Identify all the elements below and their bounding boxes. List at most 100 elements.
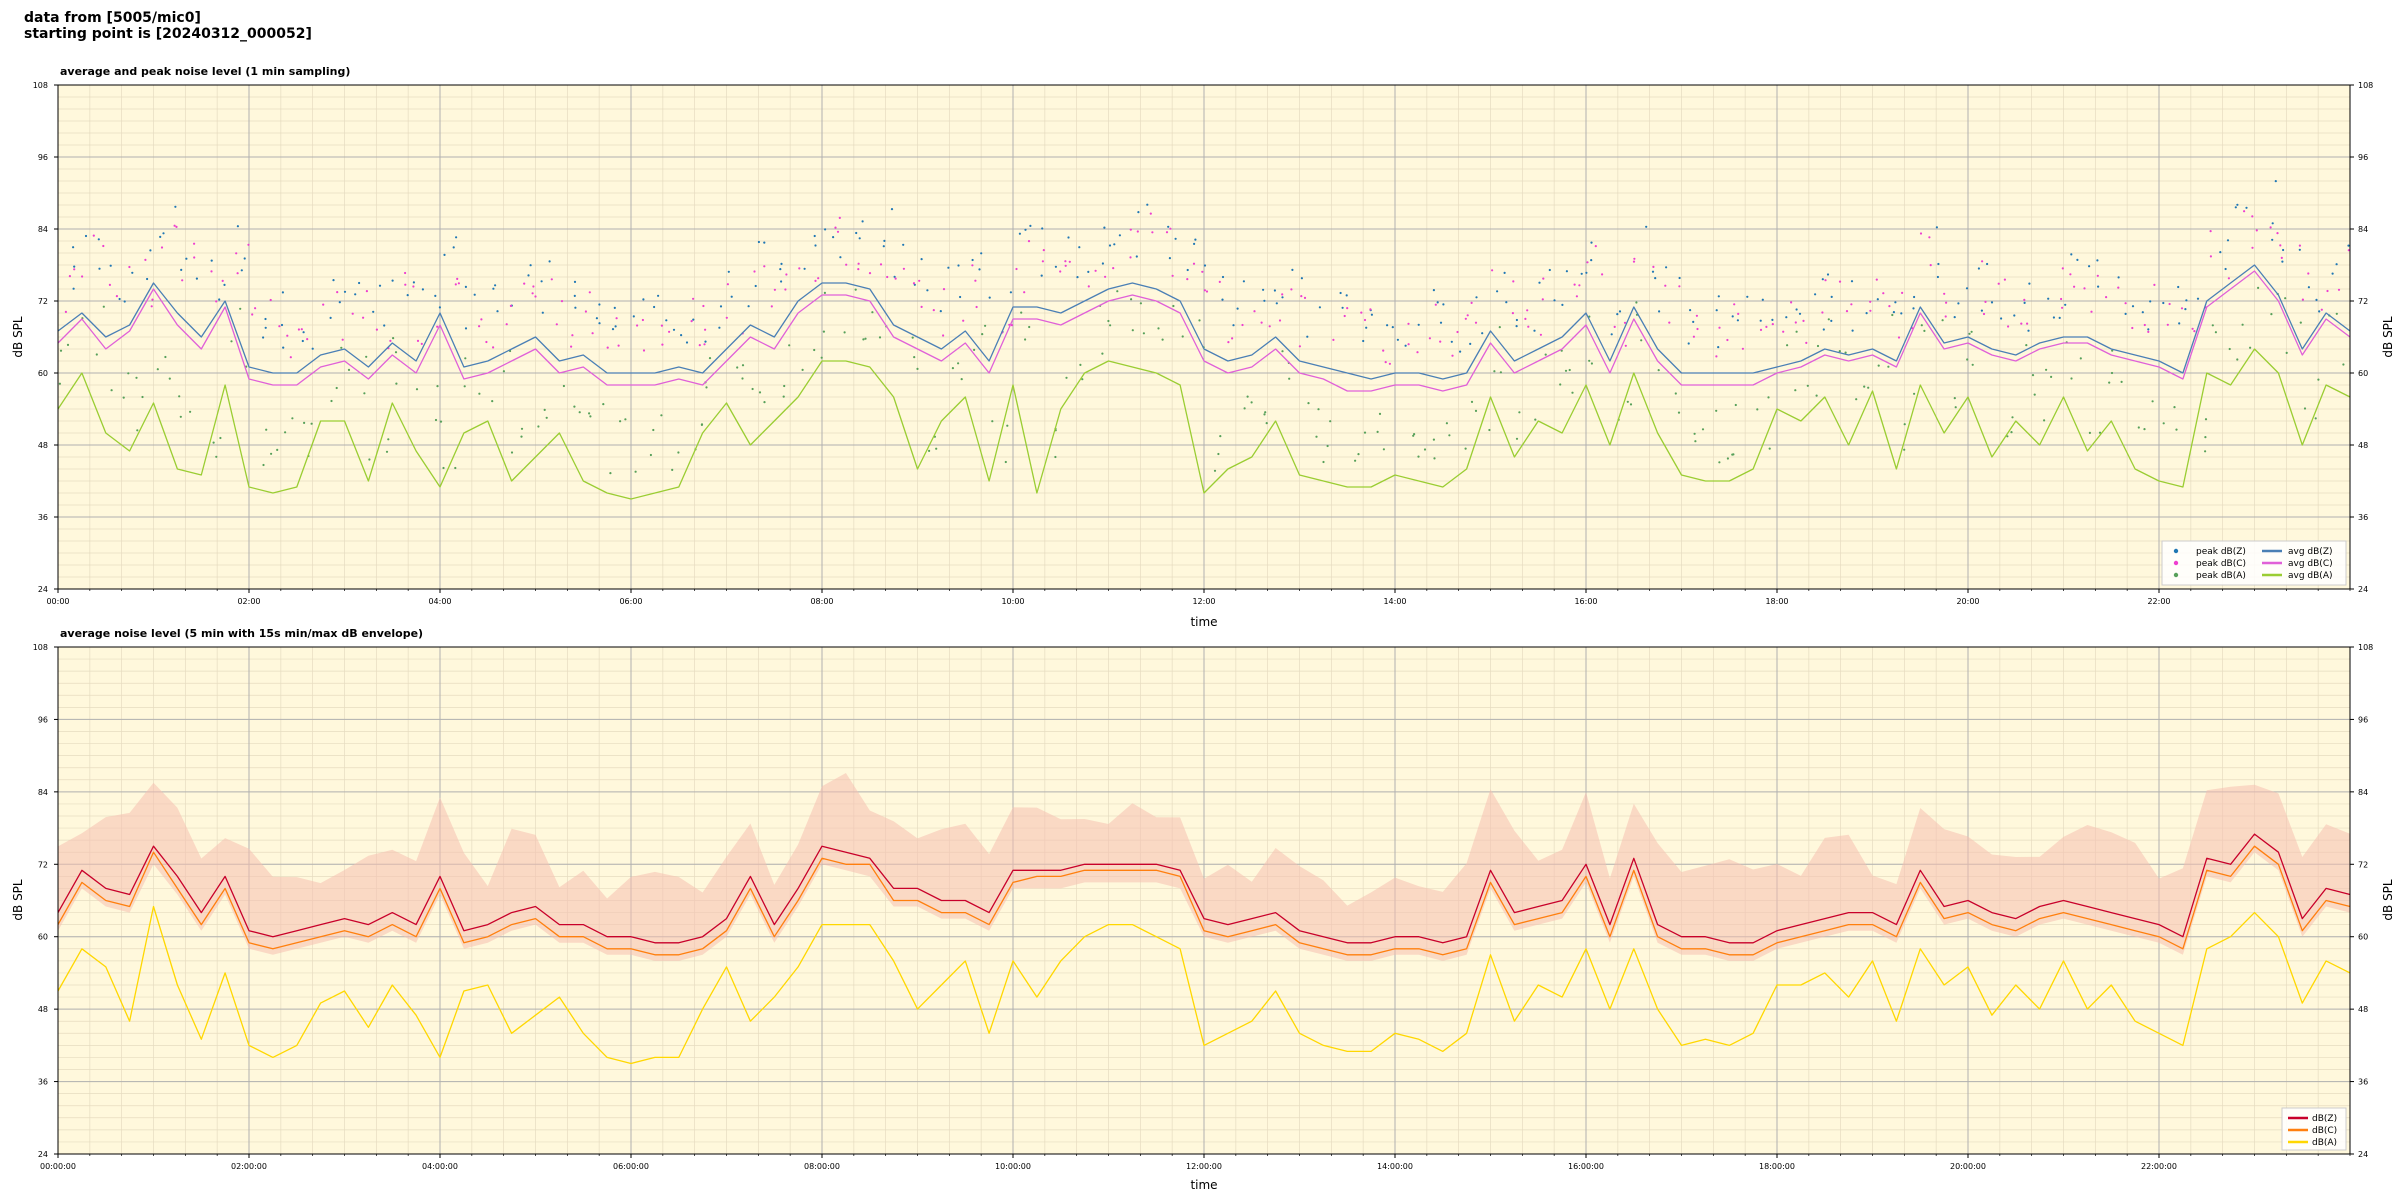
peak-point <box>1897 336 1901 339</box>
peak-point <box>2013 314 2016 317</box>
peak-point <box>2279 244 2282 247</box>
peak-point <box>463 385 466 388</box>
peak-point <box>286 334 289 337</box>
peak-point <box>1203 264 1207 267</box>
peak-point <box>902 243 905 246</box>
peak-point <box>1246 395 1249 398</box>
x-tick-label: 06:00 <box>619 597 642 606</box>
peak-point <box>2088 265 2091 268</box>
peak-point <box>1491 269 1494 272</box>
peak-point <box>387 438 390 441</box>
peak-point <box>1369 308 1372 311</box>
peak-point <box>284 431 287 434</box>
peak-point <box>959 295 962 299</box>
peak-point <box>181 279 184 282</box>
peak-point <box>1715 409 1718 412</box>
peak-point <box>1518 411 1521 414</box>
peak-point <box>2209 230 2212 233</box>
peak-point <box>335 386 338 390</box>
peak-point <box>1298 345 1301 348</box>
peak-point <box>2025 344 2028 347</box>
peak-point <box>1759 328 1763 331</box>
peak-point <box>784 288 787 291</box>
x-tick-label: 20:00 <box>1956 597 1979 606</box>
peak-point <box>928 449 931 452</box>
peak-point <box>73 265 76 268</box>
peak-point <box>1275 302 1278 305</box>
peak-point <box>2006 435 2009 438</box>
peak-point <box>541 311 544 314</box>
peak-point <box>1118 234 1121 237</box>
peak-point <box>1984 300 1987 303</box>
peak-point <box>588 412 591 415</box>
peak-point <box>454 283 457 286</box>
peak-point <box>2043 419 2046 422</box>
peak-point <box>839 256 842 259</box>
peak-point <box>1281 293 1284 296</box>
peak-point <box>1329 420 1332 423</box>
y-axis-label-left: dB SPL <box>11 316 25 358</box>
peak-point <box>2153 283 2156 286</box>
y-tick-label: 36 <box>38 513 48 522</box>
peak-point <box>269 298 272 302</box>
x-tick-label: 10:00:00 <box>995 1162 1031 1171</box>
peak-point <box>1953 316 1956 319</box>
peak-point <box>1300 295 1303 298</box>
peak-point <box>84 234 88 238</box>
peak-point <box>1561 303 1564 306</box>
peak-point <box>543 408 546 411</box>
peak-point <box>926 289 929 292</box>
peak-point <box>1205 290 1209 293</box>
peak-point <box>1131 329 1134 332</box>
peak-point <box>1503 271 1506 274</box>
peak-point <box>2010 431 2013 434</box>
peak-point <box>1417 323 1420 326</box>
peak-point <box>1186 278 1189 281</box>
peak-point <box>890 208 894 211</box>
peak-point <box>375 328 378 331</box>
peak-point <box>2027 329 2030 332</box>
peak-point <box>2131 326 2134 330</box>
peak-point <box>1404 344 1407 347</box>
peak-point <box>1493 370 1496 373</box>
peak-point <box>436 325 439 328</box>
peak-point <box>1717 346 1720 349</box>
peak-point <box>1341 306 1344 309</box>
peak-point <box>420 342 423 345</box>
peak-point <box>763 265 766 268</box>
peak-point <box>136 429 139 432</box>
peak-point <box>1891 313 1894 317</box>
peak-point <box>1064 260 1067 263</box>
peak-point <box>1253 310 1256 313</box>
peak-point <box>1851 329 1854 332</box>
peak-point <box>779 268 782 271</box>
series-line <box>57 270 2351 392</box>
x-axis: 00:00:00 02:00:00 04:00:00 06:00:00 08:00:00… <box>40 1154 2351 1171</box>
peak-point <box>1306 335 1309 338</box>
peak-point <box>185 257 188 260</box>
peak-point <box>270 452 273 455</box>
peak-point <box>1548 268 1551 272</box>
peak-point <box>1227 341 1230 344</box>
peak-point <box>215 455 218 458</box>
peak-point <box>991 420 994 423</box>
x-tick-label: 04:00:00 <box>422 1162 458 1171</box>
peak-point <box>980 252 983 255</box>
peak-point <box>1693 432 1696 435</box>
peak-point <box>1790 301 1793 304</box>
peak-point <box>1171 274 1174 277</box>
peak-point <box>855 231 858 235</box>
peak-point <box>1954 406 1957 409</box>
peak-point <box>1945 301 1948 304</box>
peak-point <box>1004 460 1007 464</box>
peak-point <box>736 366 739 369</box>
legend: peak dB(Z) peak dB(C) peak dB(A) avg dB(Z) a… <box>2161 540 2347 586</box>
peak-point <box>2335 263 2338 266</box>
peak-point <box>1464 447 1467 450</box>
y-tick-label: 108 <box>33 643 48 652</box>
peak-point <box>1263 299 1266 302</box>
peak-point <box>657 294 660 297</box>
peak-point <box>1386 324 1389 327</box>
peak-point <box>509 304 512 307</box>
y-tick-label: 96 <box>2358 153 2368 162</box>
